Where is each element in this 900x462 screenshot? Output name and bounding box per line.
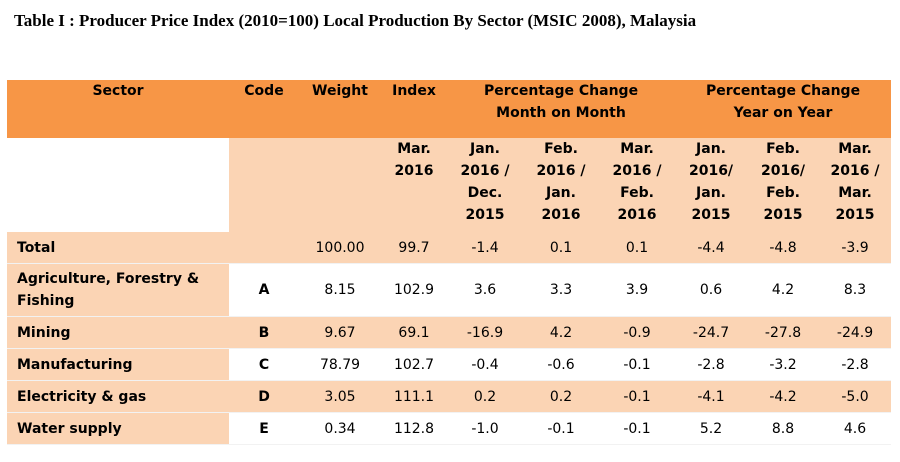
header-yoy-text: Percentage Change Year on Year bbox=[705, 83, 861, 121]
table-row: Manufacturing C 78.79 102.7 -0.4 -0.6 -0… bbox=[7, 348, 892, 381]
cell-yoy2: -3.2 bbox=[747, 348, 820, 381]
cell-mom1: -16.9 bbox=[447, 316, 523, 349]
header-row-sub: Mar. 2016 Jan. 2016 / Dec. 2015 Feb. 201… bbox=[7, 138, 892, 232]
header-sub-blank bbox=[7, 138, 229, 232]
cell-mom2: -0.6 bbox=[523, 348, 599, 381]
cell-mom2: 0.1 bbox=[523, 232, 599, 264]
cell-sector: Total bbox=[7, 232, 229, 264]
cell-yoy3: -2.8 bbox=[819, 348, 892, 381]
cell-index: 69.1 bbox=[381, 316, 447, 349]
header-sub-yoy1: Jan. 2016/ Jan. 2015 bbox=[675, 138, 748, 232]
table-title: Table I : Producer Price Index (2010=100… bbox=[14, 11, 697, 30]
header-sub-yoy2: Feb. 2016/ Feb. 2015 bbox=[747, 138, 820, 232]
cell-mom3: 0.1 bbox=[599, 232, 676, 264]
header-sub-mom2: Feb. 2016 / Jan. 2016 bbox=[523, 138, 599, 232]
cell-mom2: 0.2 bbox=[523, 380, 599, 413]
header-sub-mom1: Jan. 2016 / Dec. 2015 bbox=[447, 138, 523, 232]
cell-yoy1: -2.8 bbox=[675, 348, 748, 381]
cell-mom1: -1.4 bbox=[447, 232, 523, 264]
cell-mom1: 3.6 bbox=[447, 263, 523, 317]
header-row-main: Sector Code Weight Index Percentage Chan… bbox=[7, 80, 892, 138]
cell-yoy3: -5.0 bbox=[819, 380, 892, 413]
cell-index: 102.9 bbox=[381, 263, 447, 317]
header-sub-yoy3-text: Mar. 2016 / Mar. 2015 bbox=[830, 141, 880, 223]
cell-mom3: -0.1 bbox=[599, 348, 676, 381]
header-sub-mom3: Mar. 2016 / Feb. 2016 bbox=[599, 138, 676, 232]
ppi-table: Sector Code Weight Index Percentage Chan… bbox=[7, 80, 892, 445]
header-sector: Sector bbox=[7, 80, 229, 138]
cell-mom1: 0.2 bbox=[447, 380, 523, 413]
cell-yoy1: -24.7 bbox=[675, 316, 748, 349]
table-row: Electricity & gas D 3.05 111.1 0.2 0.2 -… bbox=[7, 380, 892, 413]
cell-index: 111.1 bbox=[381, 380, 447, 413]
cell-mom3: -0.1 bbox=[599, 412, 676, 445]
header-sub-mom3-text: Mar. 2016 / Feb. 2016 bbox=[612, 141, 662, 223]
cell-weight: 9.67 bbox=[299, 316, 381, 349]
cell-weight: 78.79 bbox=[299, 348, 381, 381]
header-sub-index-text: Mar. 2016 bbox=[394, 141, 434, 179]
cell-yoy3: -3.9 bbox=[819, 232, 892, 264]
cell-mom2: -0.1 bbox=[523, 412, 599, 445]
header-weight: Weight bbox=[299, 80, 381, 138]
header-sub-mom2-text: Feb. 2016 / Jan. 2016 bbox=[536, 141, 586, 223]
table-row: Agriculture, Forestry & Fishing A 8.15 1… bbox=[7, 263, 892, 317]
cell-mom2: 3.3 bbox=[523, 263, 599, 317]
cell-code bbox=[229, 232, 299, 264]
cell-weight: 8.15 bbox=[299, 263, 381, 317]
header-sub-yoy2-text: Feb. 2016/ Feb. 2015 bbox=[760, 141, 806, 223]
cell-yoy1: -4.4 bbox=[675, 232, 748, 264]
cell-weight: 100.00 bbox=[299, 232, 381, 264]
header-sub-yoy3: Mar. 2016 / Mar. 2015 bbox=[819, 138, 892, 232]
cell-sector: Mining bbox=[7, 316, 229, 349]
table-row: Water supply E 0.34 112.8 -1.0 -0.1 -0.1… bbox=[7, 412, 892, 445]
cell-sector: Water supply bbox=[7, 412, 229, 445]
cell-code: E bbox=[229, 412, 299, 445]
cell-code: B bbox=[229, 316, 299, 349]
cell-yoy1: 0.6 bbox=[675, 263, 748, 317]
cell-mom3: -0.1 bbox=[599, 380, 676, 413]
header-yoy: Percentage Change Year on Year bbox=[675, 80, 892, 138]
cell-yoy1: -4.1 bbox=[675, 380, 748, 413]
header-sub-blank-weight bbox=[299, 138, 381, 232]
cell-weight: 3.05 bbox=[299, 380, 381, 413]
cell-yoy2: -4.2 bbox=[747, 380, 820, 413]
table-row: Mining B 9.67 69.1 -16.9 4.2 -0.9 -24.7 … bbox=[7, 316, 892, 349]
cell-mom2: 4.2 bbox=[523, 316, 599, 349]
cell-yoy3: 8.3 bbox=[819, 263, 892, 317]
cell-code: D bbox=[229, 380, 299, 413]
cell-sector: Manufacturing bbox=[7, 348, 229, 381]
header-sub-blank-code bbox=[229, 138, 299, 232]
header-mom-text: Percentage Change Month on Month bbox=[483, 83, 639, 121]
cell-yoy1: 5.2 bbox=[675, 412, 748, 445]
cell-yoy3: -24.9 bbox=[819, 316, 892, 349]
cell-yoy2: -4.8 bbox=[747, 232, 820, 264]
table-row: Total 100.00 99.7 -1.4 0.1 0.1 -4.4 -4.8… bbox=[7, 232, 892, 264]
cell-yoy2: 4.2 bbox=[747, 263, 820, 317]
header-sub-index: Mar. 2016 bbox=[381, 138, 447, 232]
header-sub-yoy1-text: Jan. 2016/ Jan. 2015 bbox=[688, 141, 734, 223]
cell-mom1: -0.4 bbox=[447, 348, 523, 381]
cell-sector: Electricity & gas bbox=[7, 380, 229, 413]
header-index: Index bbox=[381, 80, 447, 138]
header-sub-mom1-text: Jan. 2016 / Dec. 2015 bbox=[460, 141, 510, 223]
cell-weight: 0.34 bbox=[299, 412, 381, 445]
cell-index: 99.7 bbox=[381, 232, 447, 264]
cell-mom3: 3.9 bbox=[599, 263, 676, 317]
cell-yoy2: 8.8 bbox=[747, 412, 820, 445]
cell-index: 112.8 bbox=[381, 412, 447, 445]
header-code: Code bbox=[229, 80, 299, 138]
cell-index: 102.7 bbox=[381, 348, 447, 381]
cell-mom1: -1.0 bbox=[447, 412, 523, 445]
cell-mom3: -0.9 bbox=[599, 316, 676, 349]
cell-yoy2: -27.8 bbox=[747, 316, 820, 349]
cell-code: C bbox=[229, 348, 299, 381]
cell-code: A bbox=[229, 263, 299, 317]
cell-sector: Agriculture, Forestry & Fishing bbox=[7, 263, 229, 317]
cell-yoy3: 4.6 bbox=[819, 412, 892, 445]
header-mom: Percentage Change Month on Month bbox=[447, 80, 676, 138]
